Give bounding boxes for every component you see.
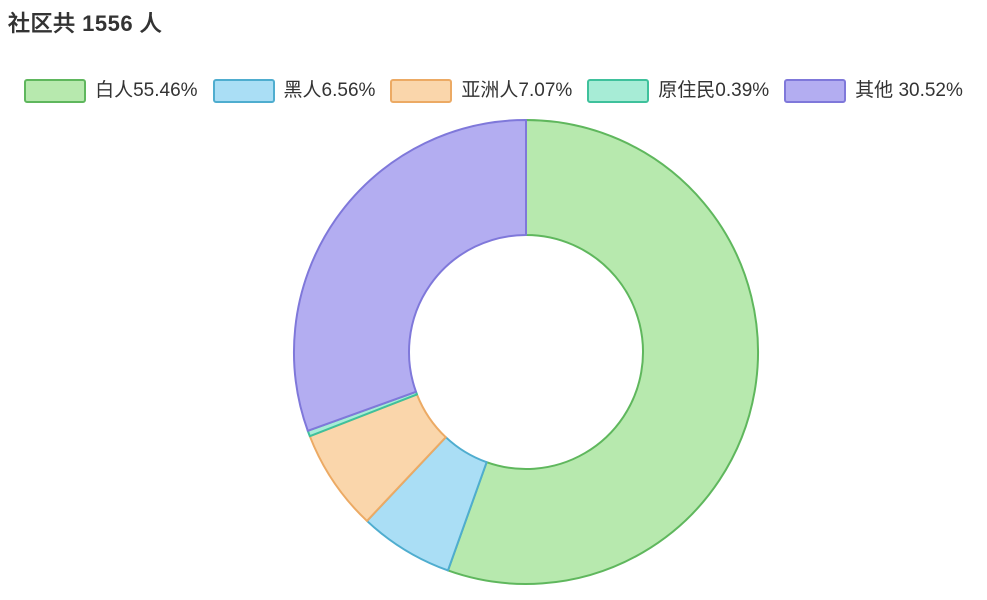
pie-segment-other[interactable]: [293, 119, 527, 432]
legend-swatch-indigenous[interactable]: [587, 79, 650, 103]
legend-swatch-black[interactable]: [212, 79, 275, 103]
legend-item-white[interactable]: 白人55.46%: [24, 79, 198, 103]
legend-label-other: 其他 30.52%: [855, 80, 963, 101]
legend-swatch-other[interactable]: [784, 79, 847, 103]
legend-label-white: 白人55.46%: [95, 80, 198, 101]
legend: 白人55.46% 黑人6.56% 亚洲人7.07% 原住民0.39% 其他 30…: [0, 79, 987, 103]
legend-item-asian[interactable]: 亚洲人7.07%: [390, 79, 572, 103]
legend-item-other[interactable]: 其他 30.52%: [784, 79, 963, 103]
legend-label-indigenous: 原住民0.39%: [658, 80, 770, 101]
pie-segment-white[interactable]: [446, 119, 759, 585]
legend-swatch-white[interactable]: [24, 79, 87, 103]
legend-item-indigenous[interactable]: 原住民0.39%: [587, 79, 769, 103]
legend-label-black: 黑人6.56%: [283, 80, 376, 101]
legend-label-asian: 亚洲人7.07%: [461, 80, 573, 101]
chart-title: 社区共 1556 人: [8, 11, 163, 36]
legend-item-black[interactable]: 黑人6.56%: [212, 79, 376, 103]
legend-swatch-asian[interactable]: [390, 79, 453, 103]
